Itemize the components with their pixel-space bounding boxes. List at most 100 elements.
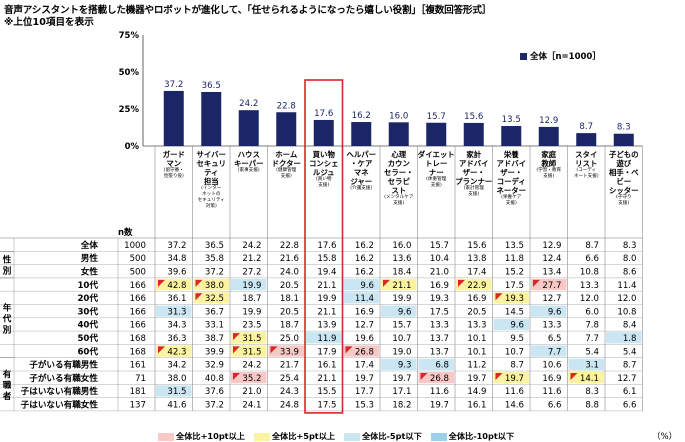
table-cell: 36.1 xyxy=(167,294,186,304)
table-cell: 17.6 xyxy=(317,241,336,251)
category-note-line: (学習・教育 xyxy=(536,168,562,173)
table-cell: 14.5 xyxy=(505,307,524,317)
cell-highlight xyxy=(193,278,229,291)
table-cell: 15.6 xyxy=(467,241,486,251)
table-cell: 19.0 xyxy=(392,347,411,357)
table-cell: 12.9 xyxy=(542,241,561,251)
table-cell: 13.3 xyxy=(542,321,561,331)
category-label: 家計 アドバイ ザー・ プランナー (家計管理 支援) xyxy=(455,150,493,198)
table-cell: 37.2 xyxy=(205,400,224,410)
table-cell: 17.7 xyxy=(355,387,374,397)
category-label-line: ガード xyxy=(162,150,185,159)
table-cell: 14.9 xyxy=(467,387,486,397)
highlight-marker xyxy=(270,346,278,354)
group-label: 年 xyxy=(3,301,12,313)
cell-highlight xyxy=(231,372,267,384)
highlight-marker xyxy=(233,346,240,354)
cell-highlight xyxy=(568,358,604,370)
category-label-line: マン xyxy=(166,159,182,168)
category-note-line: (インター xyxy=(201,186,222,191)
table-cell: 21.0 xyxy=(430,267,449,277)
table-cell: 18.2 xyxy=(392,400,411,410)
table-cell: 42.8 xyxy=(167,281,186,291)
table-cell: 10.4 xyxy=(430,254,449,264)
category-label-line: 栄養 xyxy=(503,150,519,159)
table-cell: 34.3 xyxy=(167,321,186,331)
minus10-note: 全体比-10pt以下 xyxy=(448,431,515,441)
bar xyxy=(313,119,334,146)
category-label-line: コンシェ xyxy=(308,159,339,168)
highlight-marker xyxy=(195,293,203,301)
table-cell: 22.8 xyxy=(280,241,299,251)
bar-value-label: 15.7 xyxy=(427,112,446,122)
table-cell: 21.1 xyxy=(317,281,336,291)
category-label-line: ヘルパー xyxy=(346,150,377,159)
table-cell: 15.2 xyxy=(505,267,524,277)
row-n: 166 xyxy=(130,281,146,291)
table-cell: 10.8 xyxy=(580,267,599,277)
table-cell: 19.7 xyxy=(505,374,524,384)
table-cell: 11.2 xyxy=(467,361,486,371)
table-cell: 26.8 xyxy=(430,374,449,384)
y-tick-label: 0% xyxy=(125,142,140,152)
bar-value-label: 16.2 xyxy=(352,111,371,121)
table-cell: 9.6 xyxy=(398,307,412,317)
cell-highlight xyxy=(418,372,454,384)
category-label-line: セラー・ xyxy=(383,168,414,177)
table-cell: 19.7 xyxy=(392,374,411,384)
table-cell: 20.5 xyxy=(467,307,486,317)
legend: 全体［n=1000］ xyxy=(520,50,601,62)
table-cell: 22.9 xyxy=(467,281,486,291)
table-cell: 25.4 xyxy=(280,374,299,384)
cell-highlight xyxy=(381,305,417,317)
category-label: 心理 カウン セラー・ セラピ スト (メンタルケア 支援) xyxy=(380,150,418,207)
category-label: ガード マン (留守番・ 見張り役) xyxy=(155,150,193,180)
table-cell: 19.4 xyxy=(317,267,336,277)
category-label-line: 遊び xyxy=(616,159,632,168)
row-label: 30代 xyxy=(77,305,98,317)
table-cell: 19.6 xyxy=(355,334,374,344)
cell-highlight xyxy=(493,292,529,304)
table-cell: 6.1 xyxy=(623,387,637,397)
row-n: 161 xyxy=(130,361,146,371)
category-label-line: スト xyxy=(391,186,407,195)
table-cell: 17.5 xyxy=(505,281,524,291)
table-cell: 19.9 xyxy=(317,294,336,304)
category-label-line: アドバイ xyxy=(496,159,527,168)
table-cell: 9.6 xyxy=(510,321,524,331)
group-label: 者 xyxy=(2,390,12,402)
highlight-frame xyxy=(304,79,344,414)
table-cell: 36.7 xyxy=(205,307,224,317)
category-label-line: キーパー xyxy=(234,159,264,168)
table-cell: 8.7 xyxy=(585,241,599,251)
table-cell: 3.1 xyxy=(585,361,599,371)
table-cell: 8.8 xyxy=(585,400,599,410)
bar xyxy=(501,126,522,146)
bar xyxy=(463,122,484,146)
table-cell: 24.2 xyxy=(242,361,261,371)
table-cell: 16.9 xyxy=(430,281,449,291)
highlight-marker xyxy=(233,333,240,341)
table-cell: 16.2 xyxy=(355,254,374,264)
plus5-swatch xyxy=(253,432,270,441)
table-cell: 13.7 xyxy=(430,334,449,344)
category-label-line: 家庭 xyxy=(541,150,557,159)
group-label: 代 xyxy=(2,312,12,324)
highlight-marker xyxy=(458,279,465,287)
row-label: 子がいる有職男性 xyxy=(29,359,98,371)
table-cell: 37.2 xyxy=(167,241,186,251)
table-cell: 15.7 xyxy=(430,241,449,251)
table-cell: 10.6 xyxy=(542,361,561,371)
table-cell: 12.7 xyxy=(617,374,636,384)
category-note-line: 支援) xyxy=(318,183,330,188)
cell-highlight xyxy=(493,318,529,331)
table-cell: 33.1 xyxy=(205,321,224,331)
category-note-line: 支援) xyxy=(393,201,405,206)
category-label-line: 家計 xyxy=(466,150,482,159)
table-cell: 24.8 xyxy=(280,400,299,410)
chart-title: 音声アシスタントを搭載した機器やロボットが進化して、「任せられるようになったら嬉… xyxy=(4,5,492,16)
bar-value-label: 13.5 xyxy=(502,115,521,125)
category-note-line: (メンタルケア xyxy=(384,195,414,200)
table-cell: 39.6 xyxy=(167,267,186,277)
